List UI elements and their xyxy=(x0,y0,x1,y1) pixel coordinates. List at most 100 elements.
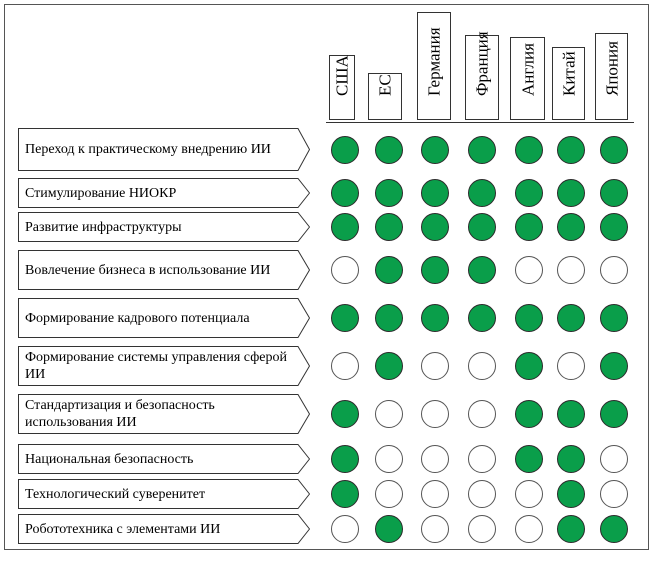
filled-circle-r10-c2 xyxy=(375,515,403,543)
filled-circle-r3-c7 xyxy=(600,213,628,241)
empty-circle-r7-c2 xyxy=(375,400,403,428)
filled-circle-r5-c6 xyxy=(557,304,585,332)
filled-circle-r5-c4 xyxy=(468,304,496,332)
empty-circle-r9-c3 xyxy=(421,480,449,508)
filled-circle-r2-c4 xyxy=(468,179,496,207)
filled-circle-r2-c1 xyxy=(331,179,359,207)
row-label-1: Переход к практическому внедрению ИИ xyxy=(18,128,310,171)
empty-circle-r10-c4 xyxy=(468,515,496,543)
empty-circle-r10-c3 xyxy=(421,515,449,543)
empty-circle-r8-c7 xyxy=(600,445,628,473)
filled-circle-r6-c7 xyxy=(600,352,628,380)
empty-circle-r4-c5 xyxy=(515,256,543,284)
filled-circle-r1-c6 xyxy=(557,135,585,164)
row-label-9: Технологический суверенитет xyxy=(18,479,310,509)
filled-circle-r1-c1 xyxy=(331,135,359,164)
filled-circle-r2-c2 xyxy=(375,179,403,207)
filled-circle-r4-c4 xyxy=(468,256,496,284)
row-label-text: Стандартизация и безопасность использова… xyxy=(25,398,215,430)
row-label-text: Формирование кадрового потенциала xyxy=(25,310,250,326)
empty-circle-r4-c7 xyxy=(600,256,628,284)
filled-circle-r3-c3 xyxy=(421,213,449,241)
filled-circle-r10-c6 xyxy=(557,515,585,543)
arrow-shape-icon xyxy=(18,514,310,544)
filled-circle-r6-c2 xyxy=(375,352,403,380)
row-label-text: Формирование системы управления сферой И… xyxy=(25,350,287,382)
empty-circle-r9-c4 xyxy=(468,480,496,508)
filled-circle-r5-c3 xyxy=(421,304,449,332)
arrow-shape-icon xyxy=(18,394,310,434)
filled-circle-r5-c2 xyxy=(375,304,403,332)
filled-circle-r3-c1 xyxy=(331,213,359,241)
filled-circle-r4-c2 xyxy=(375,256,403,284)
row-label-2: Стимулирование НИОКР xyxy=(18,178,310,208)
arrow-shape-icon xyxy=(18,128,310,171)
filled-circle-r2-c6 xyxy=(557,179,585,207)
filled-circle-r3-c5 xyxy=(515,213,543,241)
empty-circle-r6-c4 xyxy=(468,352,496,380)
column-header-china: Китай xyxy=(552,47,585,120)
filled-circle-r1-c7 xyxy=(600,135,628,164)
filled-circle-r1-c3 xyxy=(421,135,449,164)
arrow-shape-icon xyxy=(18,479,310,509)
row-label-6: Формирование системы управления сферой И… xyxy=(18,346,310,386)
arrow-shape-icon xyxy=(18,298,310,338)
row-label-text: Развитие инфраструктуры xyxy=(25,219,182,235)
filled-circle-r5-c1 xyxy=(331,304,359,332)
column-header-japan: Япония xyxy=(595,33,628,120)
empty-circle-r7-c3 xyxy=(421,400,449,428)
row-label-5: Формирование кадрового потенциала xyxy=(18,298,310,338)
row-label-4: Вовлечение бизнеса в использование ИИ xyxy=(18,250,310,290)
filled-circle-r5-c5 xyxy=(515,304,543,332)
filled-circle-r1-c4 xyxy=(468,135,496,164)
filled-circle-r2-c5 xyxy=(515,179,543,207)
empty-circle-r4-c1 xyxy=(331,256,359,284)
column-header-usa: США xyxy=(329,55,355,120)
row-label-8: Национальная безопасность xyxy=(18,444,310,474)
empty-circle-r9-c7 xyxy=(600,480,628,508)
column-header-england: Англия xyxy=(510,37,545,120)
filled-circle-r2-c3 xyxy=(421,179,449,207)
empty-circle-r6-c1 xyxy=(331,352,359,380)
filled-circle-r8-c5 xyxy=(515,445,543,473)
row-label-text: Переход к практическому внедрению ИИ xyxy=(25,142,271,157)
filled-circle-r7-c1 xyxy=(331,400,359,428)
empty-circle-r10-c5 xyxy=(515,515,543,543)
filled-circle-r2-c7 xyxy=(600,179,628,207)
row-label-text: Робототехника с элементами ИИ xyxy=(25,521,221,537)
filled-circle-r3-c2 xyxy=(375,213,403,241)
filled-circle-r3-c4 xyxy=(468,213,496,241)
row-label-3: Развитие инфраструктуры xyxy=(18,212,310,242)
empty-circle-r7-c4 xyxy=(468,400,496,428)
filled-circle-r5-c7 xyxy=(600,304,628,332)
filled-circle-r6-c5 xyxy=(515,352,543,380)
empty-circle-r4-c6 xyxy=(557,256,585,284)
empty-circle-r8-c2 xyxy=(375,445,403,473)
filled-circle-r10-c7 xyxy=(600,515,628,543)
row-label-10: Робототехника с элементами ИИ xyxy=(18,514,310,544)
row-label-7: Стандартизация и безопасность использова… xyxy=(18,394,310,434)
empty-circle-r8-c4 xyxy=(468,445,496,473)
empty-circle-r8-c3 xyxy=(421,445,449,473)
filled-circle-r1-c5 xyxy=(515,135,543,164)
column-header-eu: ЕС xyxy=(368,73,402,120)
row-label-text: Вовлечение бизнеса в использование ИИ xyxy=(25,262,271,278)
arrow-shape-icon xyxy=(18,346,310,386)
filled-circle-r8-c6 xyxy=(557,445,585,473)
arrow-shape-icon xyxy=(18,250,310,290)
column-header-germany: Германия xyxy=(417,12,451,120)
filled-circle-r9-c6 xyxy=(557,480,585,508)
filled-circle-r8-c1 xyxy=(331,445,359,473)
empty-circle-r9-c2 xyxy=(375,480,403,508)
filled-circle-r7-c6 xyxy=(557,400,585,428)
arrow-shape-icon xyxy=(18,178,310,208)
empty-circle-r6-c6 xyxy=(557,352,585,380)
row-label-text: Национальная безопасность xyxy=(25,451,194,467)
column-header-france: Франция xyxy=(465,31,499,120)
arrow-shape-icon xyxy=(18,444,310,474)
empty-circle-r9-c5 xyxy=(515,480,543,508)
filled-circle-r1-c2 xyxy=(375,135,403,164)
empty-circle-r10-c1 xyxy=(331,515,359,543)
header-underline xyxy=(326,122,634,123)
empty-circle-r6-c3 xyxy=(421,352,449,380)
